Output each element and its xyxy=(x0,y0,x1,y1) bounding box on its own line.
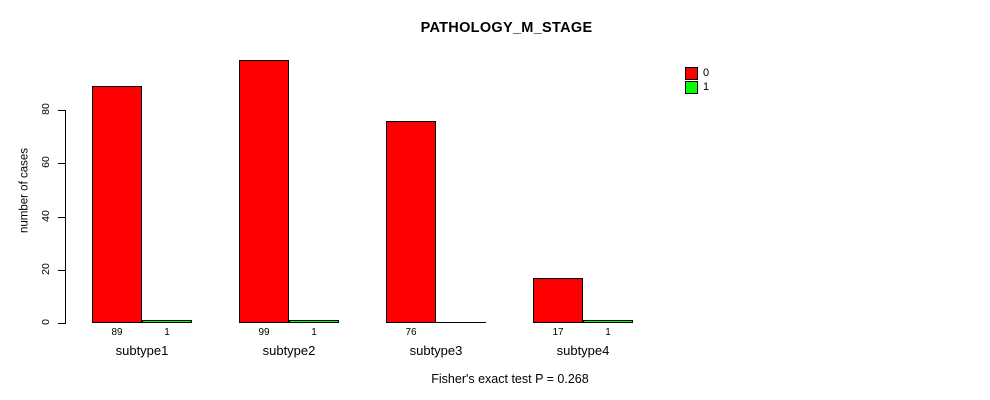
x-category-label-subtype2: subtype2 xyxy=(262,343,316,358)
bar-subtype4-series1 xyxy=(583,320,633,323)
legend-swatch-0 xyxy=(685,66,698,80)
y-axis-tick xyxy=(58,163,65,164)
legend-item-0: 0 xyxy=(685,66,709,80)
fisher-test-annotation: Fisher's exact test P = 0.268 xyxy=(431,372,589,386)
x-category-label-subtype3: subtype3 xyxy=(409,343,463,358)
count-label-subtype1-series0: 89 xyxy=(111,327,123,338)
bar-subtype1-series0 xyxy=(92,86,142,323)
y-axis-tick xyxy=(58,323,65,324)
x-category-label-subtype1: subtype1 xyxy=(115,343,169,358)
bar-subtype1-series1 xyxy=(142,320,192,323)
y-axis-tick xyxy=(58,217,65,218)
legend-item-1: 1 xyxy=(685,80,709,94)
y-tick-label: 40 xyxy=(40,210,52,222)
y-tick-label: 60 xyxy=(40,156,52,168)
count-label-subtype2-series1: 1 xyxy=(311,327,317,338)
legend-label-0: 0 xyxy=(703,67,710,79)
bar-subtype2-series1 xyxy=(289,320,339,323)
chart-title: PATHOLOGY_M_STAGE xyxy=(420,20,593,36)
bar-subtype3-series1 xyxy=(436,322,486,323)
y-axis-tick xyxy=(58,110,65,111)
count-label-subtype2-series0: 99 xyxy=(258,327,270,338)
y-tick-label: 80 xyxy=(40,103,52,115)
count-label-subtype1-series1: 1 xyxy=(164,327,170,338)
legend-label-1: 1 xyxy=(703,81,710,93)
count-label-subtype3-series0: 76 xyxy=(405,327,417,338)
bar-subtype4-series0 xyxy=(533,278,583,323)
count-label-subtype4-series1: 1 xyxy=(605,327,611,338)
y-axis-label: number of cases xyxy=(18,148,31,234)
y-tick-label: 0 xyxy=(40,319,52,325)
legend-swatch-1 xyxy=(685,80,698,94)
x-category-label-subtype4: subtype4 xyxy=(556,343,610,358)
bar-subtype2-series0 xyxy=(239,60,289,323)
y-axis-tick xyxy=(58,270,65,271)
bar-subtype3-series0 xyxy=(386,121,436,323)
count-label-subtype4-series0: 17 xyxy=(552,327,564,338)
y-axis-line xyxy=(65,110,66,324)
y-tick-label: 20 xyxy=(40,263,52,275)
